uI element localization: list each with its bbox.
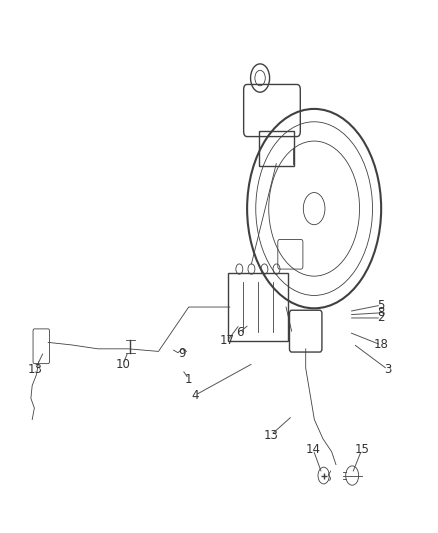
- Text: 4: 4: [191, 389, 199, 402]
- Text: 6: 6: [236, 326, 244, 338]
- Text: 18: 18: [374, 338, 389, 351]
- Text: 17: 17: [220, 334, 235, 347]
- Text: 8: 8: [378, 306, 385, 319]
- Text: 14: 14: [306, 443, 321, 456]
- Text: 15: 15: [354, 443, 369, 456]
- Text: 5: 5: [378, 298, 385, 312]
- Text: 13: 13: [28, 363, 42, 376]
- Text: 9: 9: [179, 347, 186, 360]
- Text: 2: 2: [378, 311, 385, 325]
- Text: 3: 3: [384, 363, 391, 376]
- Text: 1: 1: [185, 373, 192, 385]
- Text: 10: 10: [116, 358, 131, 371]
- Text: 13: 13: [263, 429, 278, 441]
